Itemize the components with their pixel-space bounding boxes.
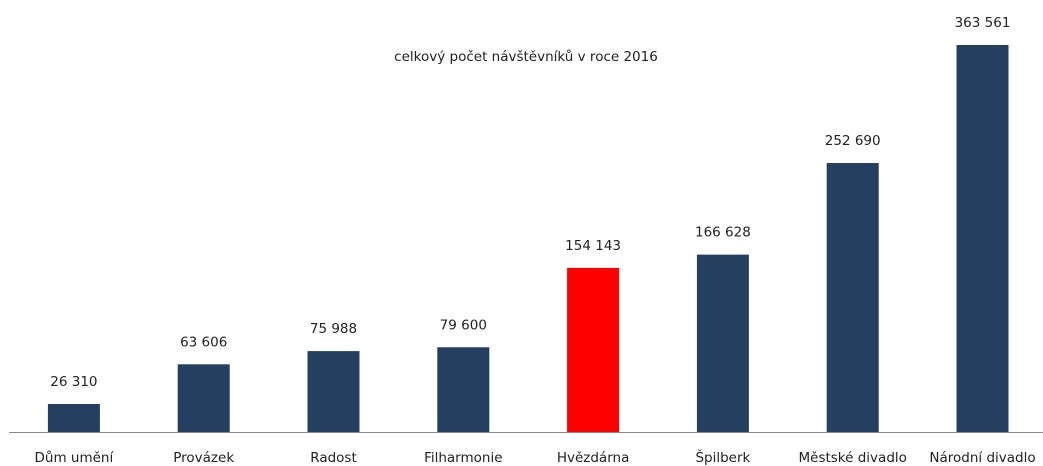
x-tick-label: Špilberk xyxy=(695,448,750,466)
chart-title: celkový počet návštěvníků v roce 2016 xyxy=(394,49,658,65)
value-label: 79 600 xyxy=(440,317,487,333)
bar xyxy=(696,254,749,432)
x-tick-label: Radost xyxy=(310,450,357,466)
value-label: 252 690 xyxy=(825,133,881,149)
x-tick-label: Národní divadlo xyxy=(929,450,1035,466)
x-tick-label: Dům umění xyxy=(35,450,115,466)
value-label: 154 143 xyxy=(565,238,621,254)
bar xyxy=(307,351,360,432)
x-tick-label: Filharmonie xyxy=(424,450,502,466)
bar xyxy=(437,347,490,432)
value-label: 26 310 xyxy=(50,374,97,390)
x-tick-label: Hvězdárna xyxy=(557,450,630,466)
value-label: 166 628 xyxy=(695,225,751,241)
value-label: 75 988 xyxy=(310,321,357,337)
bar xyxy=(567,267,620,432)
bar xyxy=(826,163,879,432)
x-tick-label: Městské divadlo xyxy=(798,450,906,466)
value-label: 63 606 xyxy=(180,334,227,350)
bar xyxy=(47,403,100,432)
bar xyxy=(956,45,1009,432)
bar xyxy=(177,364,230,432)
x-tick-label: Provázek xyxy=(173,450,234,466)
value-label: 363 561 xyxy=(955,15,1011,31)
